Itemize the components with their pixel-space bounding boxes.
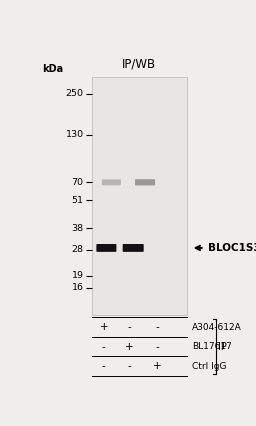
Text: 38: 38 — [71, 224, 83, 233]
FancyBboxPatch shape — [135, 179, 155, 185]
Text: kDa: kDa — [42, 64, 63, 74]
Text: +: + — [125, 342, 134, 352]
FancyBboxPatch shape — [123, 244, 144, 252]
Text: Ctrl IgG: Ctrl IgG — [192, 362, 226, 371]
Text: 19: 19 — [72, 271, 83, 280]
Text: 250: 250 — [66, 89, 83, 98]
Text: -: - — [102, 342, 106, 352]
Text: -: - — [127, 322, 131, 332]
Text: -: - — [102, 361, 106, 371]
Text: -: - — [155, 342, 159, 352]
Text: -: - — [155, 322, 159, 332]
Text: +: + — [100, 322, 108, 332]
Text: 130: 130 — [66, 130, 83, 139]
Text: 51: 51 — [72, 196, 83, 205]
FancyBboxPatch shape — [96, 244, 116, 252]
Text: BLOC1S3: BLOC1S3 — [208, 243, 256, 253]
Text: IP/WB: IP/WB — [122, 58, 156, 71]
FancyBboxPatch shape — [92, 78, 187, 315]
Text: 28: 28 — [72, 245, 83, 254]
Text: -: - — [127, 361, 131, 371]
Text: IP: IP — [219, 342, 227, 352]
Text: +: + — [153, 361, 161, 371]
FancyBboxPatch shape — [102, 179, 121, 185]
Text: 70: 70 — [72, 178, 83, 187]
Text: A304-612A: A304-612A — [192, 323, 241, 332]
Text: BL17617: BL17617 — [192, 342, 232, 351]
Text: 16: 16 — [72, 283, 83, 293]
